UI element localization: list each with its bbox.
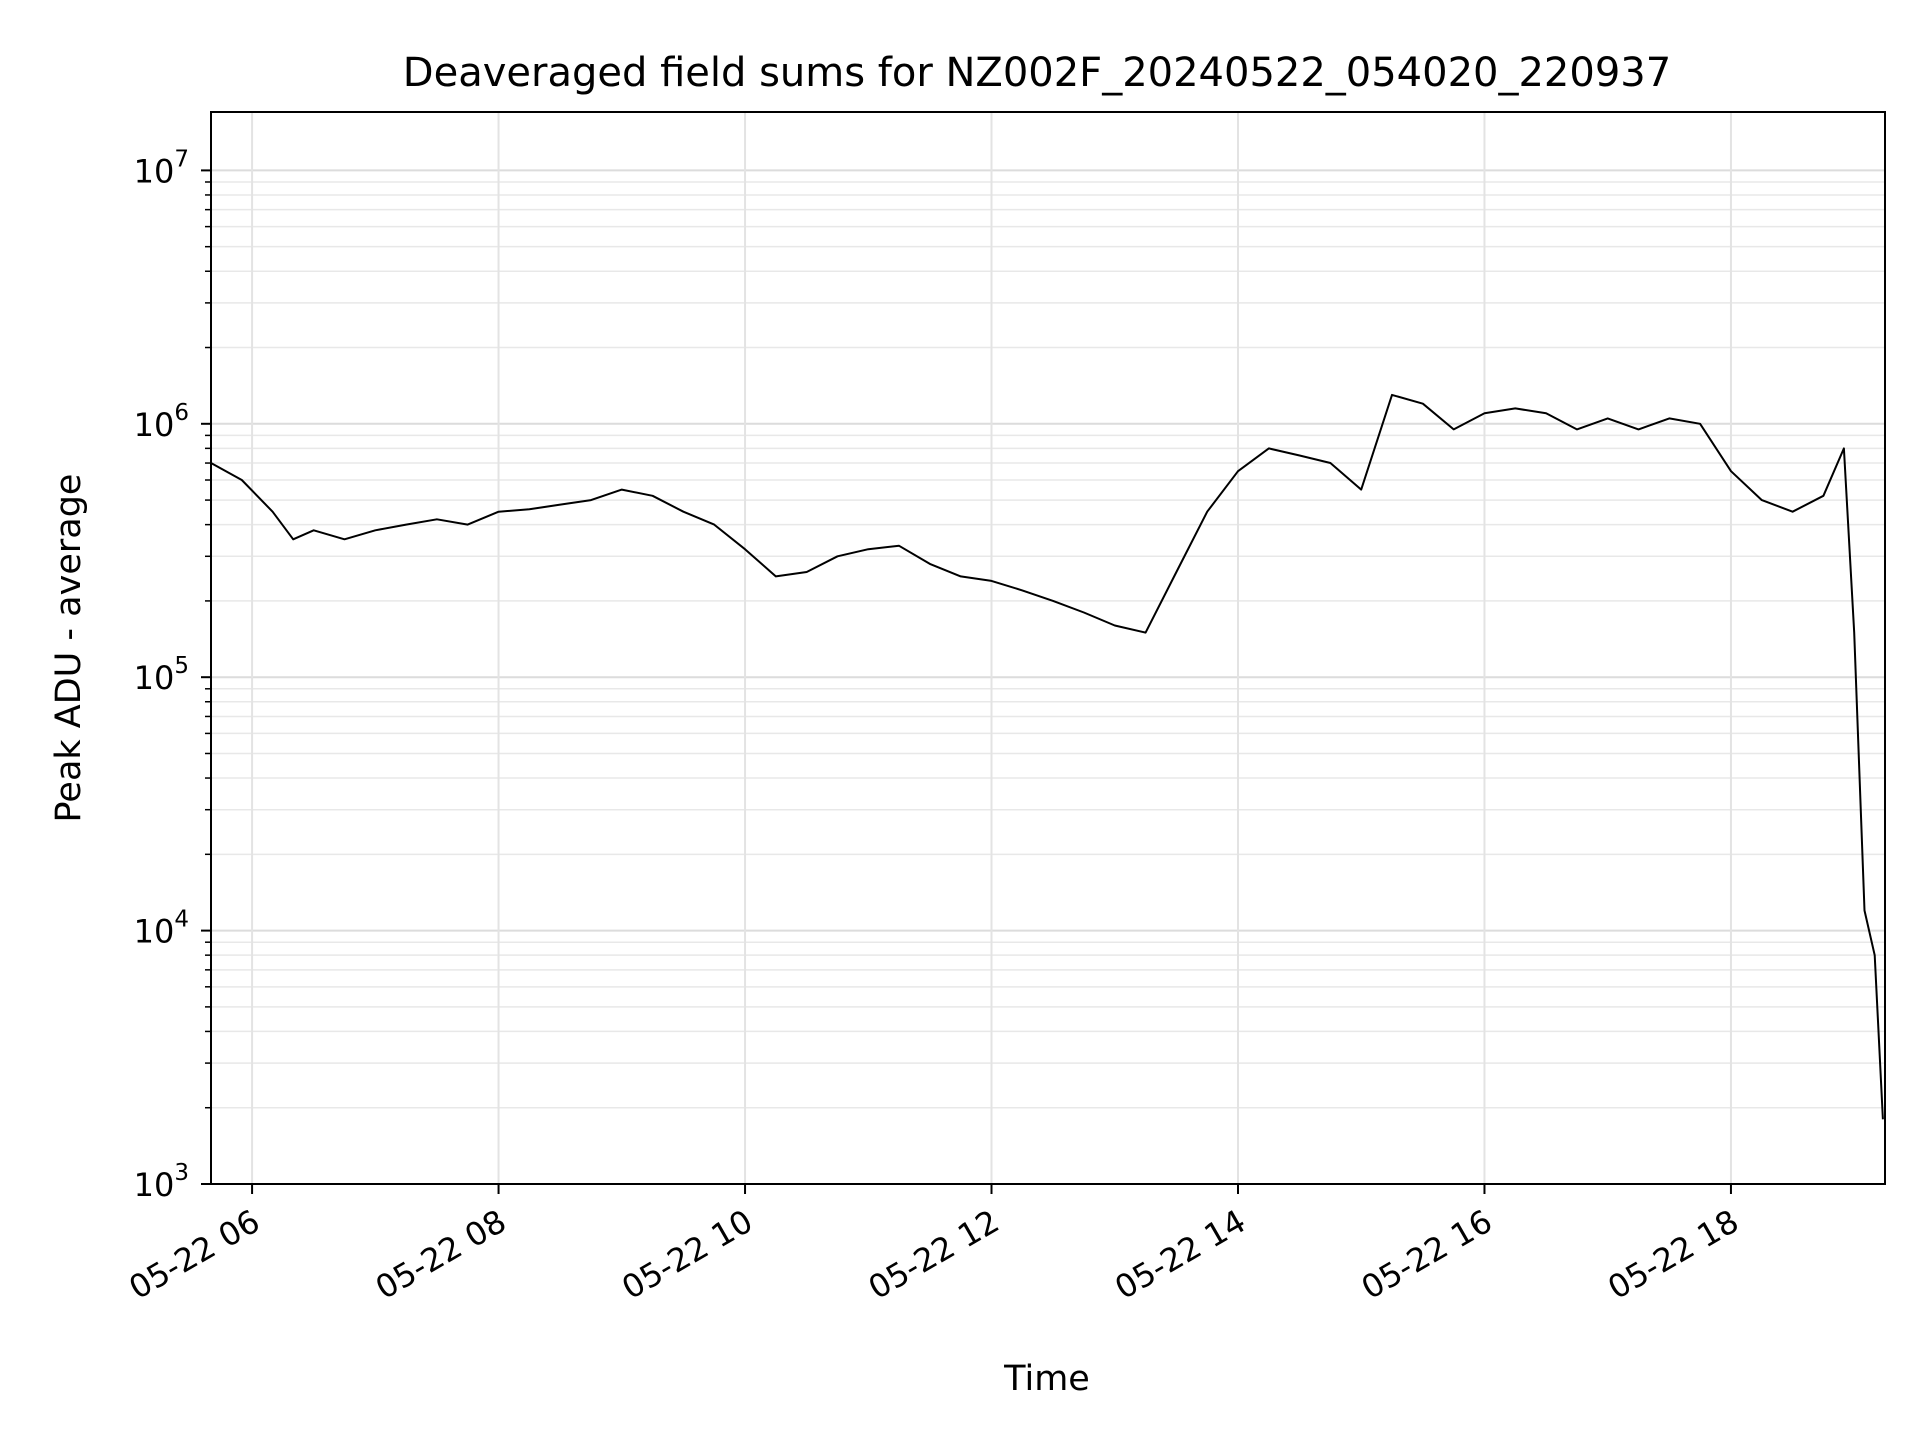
- x-axis-label: Time: [1003, 1359, 1090, 1399]
- plot-frame: [210, 111, 1886, 1185]
- chart-title: Deaveraged field sums for NZ002F_2024052…: [403, 50, 1671, 96]
- y-tick-label: 106: [134, 400, 189, 444]
- series-line: [210, 393, 1884, 1120]
- x-grid: [251, 112, 1732, 1184]
- y-tick-label: 107: [134, 146, 189, 190]
- y-grid: [211, 169, 1885, 1185]
- y-tick-label: 103: [134, 1160, 189, 1204]
- y-axis-label: Peak ADU - average: [49, 474, 89, 823]
- plot-area: [210, 393, 1884, 1120]
- y-axis: 103 104 105 106 107: [134, 146, 211, 1204]
- y-tick-label: 105: [134, 653, 189, 697]
- y-tick-label: 104: [134, 907, 189, 951]
